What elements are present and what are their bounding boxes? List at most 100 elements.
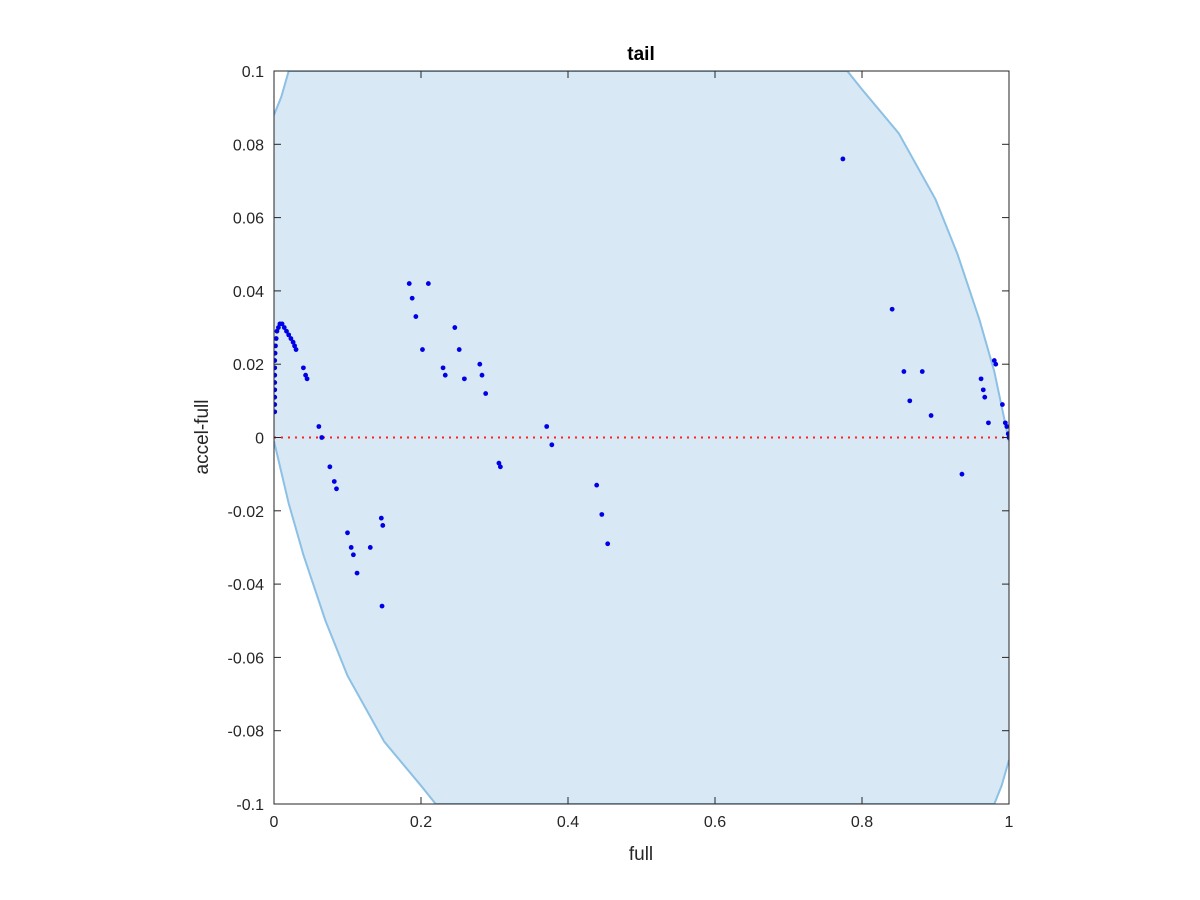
data-point-67 [982,394,988,400]
data-point-62 [919,369,925,374]
data-point-61 [907,398,913,404]
chart-title: tail [627,44,654,65]
y-tick-label-5: 0 [255,431,264,448]
data-point-39 [409,295,415,301]
y-tick-label-9: 0.08 [233,137,264,154]
data-point-33 [354,570,360,576]
data-point-66 [980,387,986,393]
data-point-31 [348,545,354,550]
data-point-58 [840,156,846,162]
data-point-32 [350,552,356,558]
data-point-63 [928,413,934,418]
data-point-24 [304,376,310,382]
data-point-53 [544,424,550,429]
data-point-71 [999,402,1005,407]
band-upper-edge [274,71,1009,442]
x-tick-label-1: 0.2 [410,814,432,831]
data-point-18 [288,336,294,341]
data-point-27 [327,464,333,470]
data-point-34 [367,545,373,550]
data-point-35 [378,515,384,521]
data-point-3 [274,387,278,393]
data-point-30 [345,530,350,536]
data-point-50 [483,391,489,396]
data-point-74 [1005,431,1009,437]
y-axis-label: accel-full [192,400,213,475]
data-point-29 [334,486,339,492]
data-point-48 [477,361,483,367]
y-tick-label-3: -0.04 [228,577,265,594]
data-point-38 [406,281,412,286]
data-point-16 [284,328,289,334]
data-point-49 [479,372,485,378]
x-tick-label-5: 1 [1005,814,1014,831]
data-point-46 [456,347,462,352]
data-point-6 [274,365,278,371]
y-tick-label-10: 0.1 [242,64,264,81]
data-point-4 [274,380,278,385]
data-point-68 [986,420,991,426]
data-point-44 [442,372,448,378]
data-point-51 [496,460,502,466]
data-point-40 [413,314,419,319]
data-point-52 [497,464,503,470]
data-point-0 [274,409,278,415]
data-point-72 [1002,420,1008,426]
x-tick-label-3: 0.6 [704,814,726,831]
data-point-9 [274,343,278,349]
x-tick-label-2: 0.4 [557,814,579,831]
data-point-64 [959,471,965,477]
data-point-25 [316,424,322,429]
data-point-59 [889,306,895,312]
data-point-11 [274,328,280,334]
y-axis-ticks: -0.1 -0.08 -0.06 -0.04 -0.02 0 0.02 0.04 0.06 0.0… [228,64,1009,814]
data-point-5 [274,372,278,378]
data-point-23 [303,372,309,378]
data-point-1 [274,402,278,407]
data-point-14 [279,321,285,327]
y-tick-label-7: 0.04 [233,284,264,301]
data-point-36 [380,523,386,528]
data-point-22 [301,365,306,371]
data-point-12 [276,325,281,330]
x-axis-ticks: 0 0.2 0.4 0.6 0.8 1 [270,71,1014,831]
data-point-60 [901,369,907,374]
data-point-19 [290,339,296,345]
x-tick-label-4: 0.8 [851,814,873,831]
confidence-band [274,71,1009,804]
data-point-54 [549,442,555,448]
data-point-7 [274,358,278,363]
data-point-65 [978,376,984,382]
data-point-55 [594,482,600,488]
band-area [274,71,1009,804]
y-tick-label-6: 0.02 [233,357,264,374]
y-tick-label-4: -0.02 [228,504,265,521]
data-point-70 [993,361,999,367]
data-point-41 [420,347,425,352]
x-axis-label: full [629,844,653,865]
x-tick-label-0: 0 [270,814,279,831]
data-point-28 [331,479,337,484]
data-point-57 [605,541,611,547]
data-point-15 [281,325,287,330]
data-point-73 [1004,424,1009,429]
y-tick-label-2: -0.06 [228,650,265,667]
data-point-2 [274,394,278,400]
data-point-37 [379,603,385,609]
y-tick-label-1: -0.08 [228,724,265,741]
data-point-10 [274,336,279,341]
data-point-47 [461,376,467,382]
data-point-43 [440,365,446,371]
data-point-26 [319,435,325,440]
y-tick-label-0: -0.1 [236,797,264,814]
data-point-8 [274,350,278,356]
data-point-42 [425,281,431,286]
data-point-45 [452,325,458,330]
data-points [274,156,1009,609]
data-point-56 [599,512,605,517]
y-tick-label-8: 0.06 [233,211,264,228]
data-point-21 [293,347,299,352]
data-point-20 [292,343,297,349]
data-point-17 [286,332,292,338]
